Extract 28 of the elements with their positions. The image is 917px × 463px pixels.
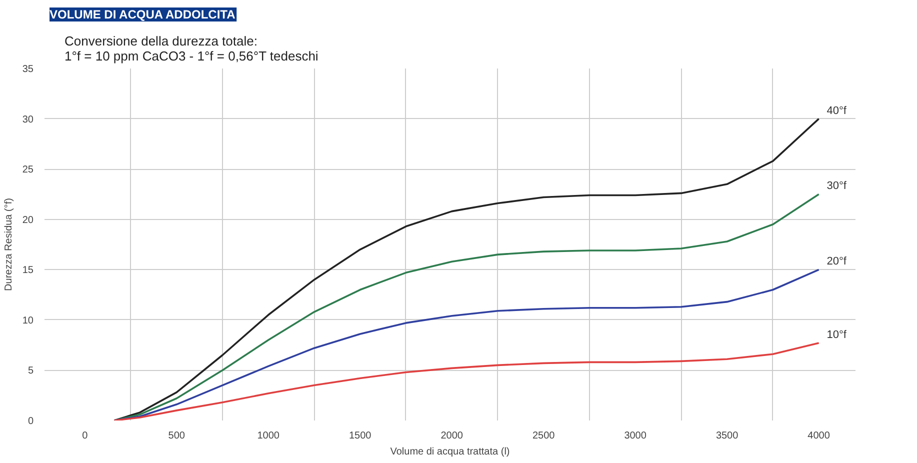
y-tick-label: 0: [28, 416, 34, 427]
line-series: [113, 193, 820, 420]
y-tick-label: 10: [22, 315, 34, 326]
x-tick-label: 2000: [440, 430, 464, 442]
chart-title: VOLUME DI ACQUA ADDOLCITA: [50, 8, 236, 22]
chart-subtitle: Conversione della durezza totale: 1°f = 10 ppm CaCO3 - 1°f = 0,56°T tedeschi: [64, 34, 318, 64]
x-tick-label: 0: [82, 430, 88, 442]
y-tick-label: 5: [28, 366, 34, 377]
series-label: 20°f: [826, 256, 848, 268]
x-tick-label: 1000: [257, 430, 280, 442]
y-tick-label: 25: [22, 164, 34, 176]
x-tick-label: 4000: [808, 430, 830, 442]
x-tick-label: 3500: [716, 430, 739, 442]
y-tick-label: 35: [22, 64, 34, 75]
x-tick-label: 3000: [624, 430, 647, 442]
series-label: 40°f: [826, 104, 848, 117]
x-tick-label: 1500: [348, 430, 372, 442]
series-label: 10°f: [826, 329, 848, 342]
x-axis-title: Volume di acqua trattata (l): [390, 446, 510, 458]
series-label: 30°f: [826, 180, 848, 192]
x-tick-label: 500: [168, 430, 186, 442]
y-tick-label: 15: [22, 265, 34, 276]
y-tick-label: 30: [22, 114, 34, 126]
y-tick-label: 20: [22, 214, 34, 226]
line-series: [113, 118, 820, 420]
line-series: [113, 342, 820, 420]
x-tick-label: 2500: [532, 430, 556, 442]
y-axis-title: Durezza Residua (°f): [3, 198, 14, 291]
